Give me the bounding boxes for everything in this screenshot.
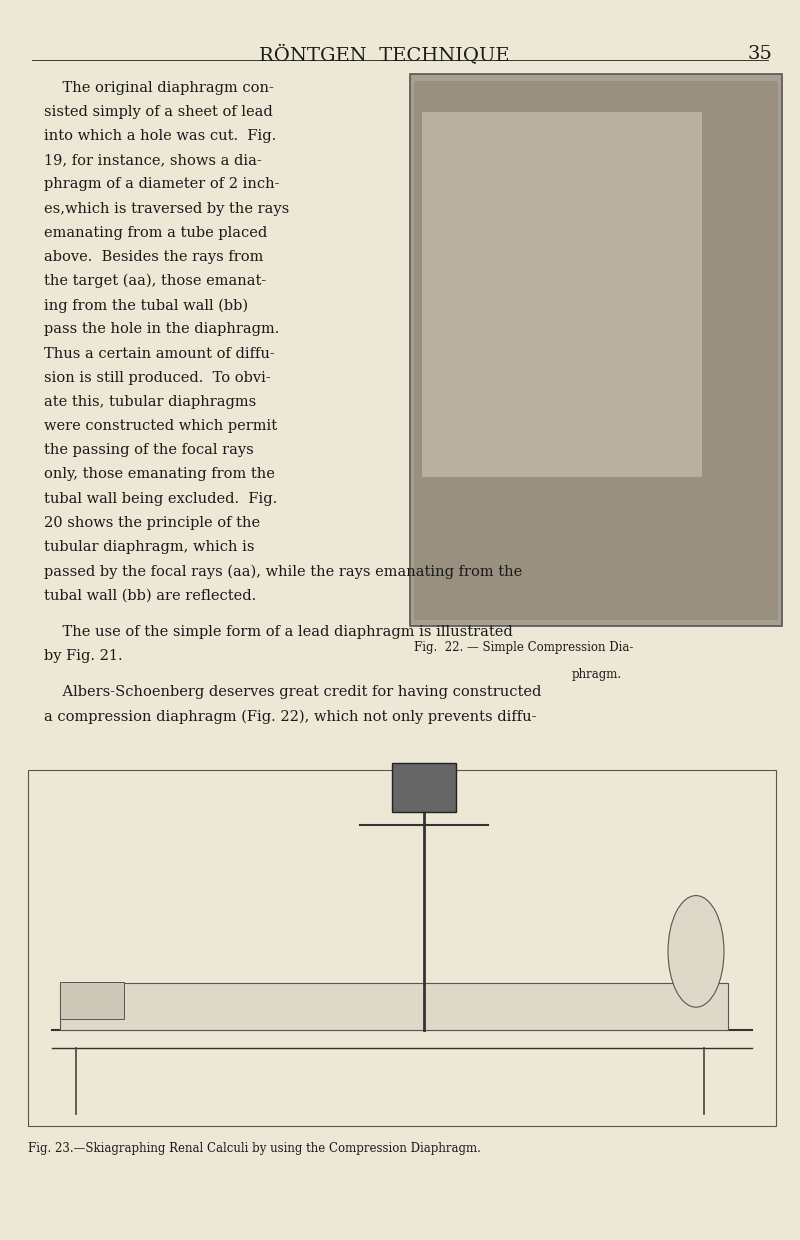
Text: es,which is traversed by the rays: es,which is traversed by the rays <box>44 201 290 216</box>
Text: Fig.  22. — Simple Compression Dia-: Fig. 22. — Simple Compression Dia- <box>414 641 634 653</box>
Text: the passing of the focal rays: the passing of the focal rays <box>44 443 254 458</box>
Text: 20 shows the principle of the: 20 shows the principle of the <box>44 516 260 529</box>
Text: Thus a certain amount of diffu-: Thus a certain amount of diffu- <box>44 346 274 361</box>
Text: 19, for instance, shows a dia-: 19, for instance, shows a dia- <box>44 153 262 167</box>
Text: The original diaphragm con-: The original diaphragm con- <box>44 81 274 94</box>
Text: phragm.: phragm. <box>571 667 622 681</box>
Text: tubal wall (bb) are reflected.: tubal wall (bb) are reflected. <box>44 588 256 603</box>
Text: only, those emanating from the: only, those emanating from the <box>44 467 275 481</box>
Text: ing from the tubal wall (bb): ing from the tubal wall (bb) <box>44 298 248 312</box>
Text: above.  Besides the rays from: above. Besides the rays from <box>44 250 263 264</box>
Text: RÖNTGEN  TECHNIQUE: RÖNTGEN TECHNIQUE <box>258 45 510 64</box>
Text: tubular diaphragm, which is: tubular diaphragm, which is <box>44 541 254 554</box>
Text: emanating from a tube placed: emanating from a tube placed <box>44 226 267 239</box>
Bar <box>60 983 728 1029</box>
Text: the target (aa), those emanat-: the target (aa), those emanat- <box>44 274 266 289</box>
Text: were constructed which permit: were constructed which permit <box>44 419 277 433</box>
Text: 35: 35 <box>747 45 772 63</box>
Text: sion is still produced.  To obvi-: sion is still produced. To obvi- <box>44 371 270 384</box>
Text: The use of the simple form of a lead diaphragm is illustrated: The use of the simple form of a lead dia… <box>44 625 513 639</box>
Text: a compression diaphragm (Fig. 22), which not only prevents diffu-: a compression diaphragm (Fig. 22), which… <box>44 709 537 724</box>
Text: phragm of a diameter of 2 inch-: phragm of a diameter of 2 inch- <box>44 177 279 191</box>
Text: Fig. 23.—Skiagraphing Renal Calculi by using the Compression Diaphragm.: Fig. 23.—Skiagraphing Renal Calculi by u… <box>28 1142 481 1154</box>
Text: Albers-Schoenberg deserves great credit for having constructed: Albers-Schoenberg deserves great credit … <box>44 684 542 699</box>
Bar <box>60 982 124 1019</box>
Bar <box>28 770 776 1126</box>
Text: ate this, tubular diaphragms: ate this, tubular diaphragms <box>44 394 256 409</box>
Text: by Fig. 21.: by Fig. 21. <box>44 649 122 663</box>
Bar <box>414 81 778 620</box>
Text: pass the hole in the diaphragm.: pass the hole in the diaphragm. <box>44 322 279 336</box>
Bar <box>393 763 457 812</box>
Text: passed by the focal rays (aa), while the rays emanating from the: passed by the focal rays (aa), while the… <box>44 564 522 579</box>
Text: into which a hole was cut.  Fig.: into which a hole was cut. Fig. <box>44 129 276 143</box>
Text: sisted simply of a sheet of lead: sisted simply of a sheet of lead <box>44 105 273 119</box>
Text: tubal wall being excluded.  Fig.: tubal wall being excluded. Fig. <box>44 491 278 506</box>
Ellipse shape <box>668 895 724 1007</box>
Bar <box>410 74 782 626</box>
Bar <box>422 112 702 477</box>
